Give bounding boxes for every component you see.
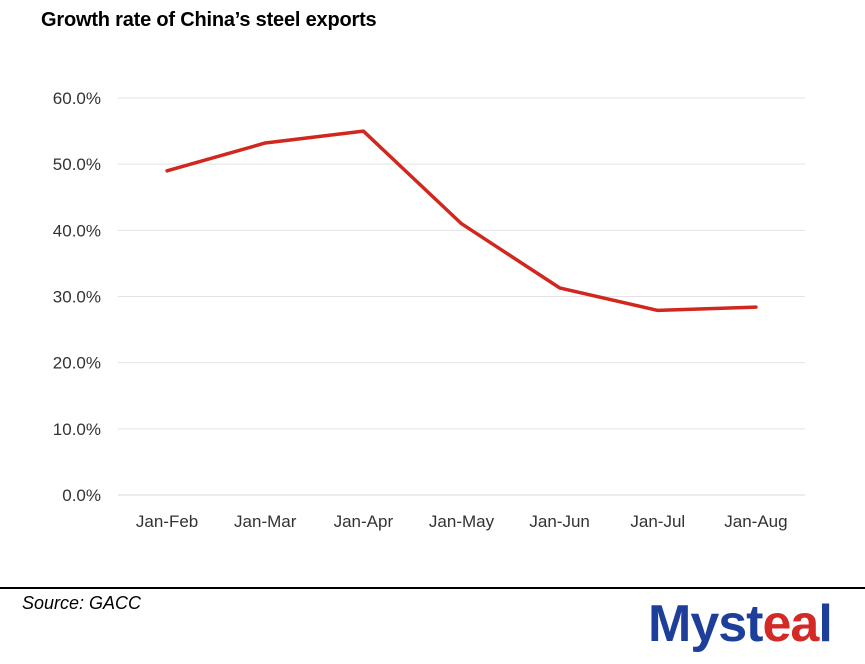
y-tick-label: 20.0% bbox=[53, 354, 101, 373]
data-point bbox=[263, 141, 267, 145]
data-point bbox=[558, 286, 562, 290]
mysteel-logo: Mysteal bbox=[648, 592, 833, 656]
x-tick-label: Jan-Apr bbox=[334, 512, 394, 531]
x-axis-ticks: Jan-Feb Jan-Mar Jan-Apr Jan-May Jan-Jun Jan-J… bbox=[136, 512, 788, 531]
logo-text-end: l bbox=[818, 595, 832, 653]
y-tick-label: 0.0% bbox=[62, 486, 101, 505]
chart-title: Growth rate of China’s steel exports bbox=[41, 9, 377, 31]
footer-divider bbox=[0, 587, 865, 589]
x-tick-label: Jan-Feb bbox=[136, 512, 198, 531]
data-point bbox=[656, 308, 660, 312]
x-tick-label: Jan-May bbox=[429, 512, 495, 531]
data-point bbox=[754, 305, 758, 309]
y-tick-label: 30.0% bbox=[53, 288, 101, 307]
x-tick-label: Jan-Mar bbox=[234, 512, 297, 531]
x-tick-label: Jan-Aug bbox=[724, 512, 787, 531]
line-chart: 0.0% 10.0% 20.0% 30.0% 40.0% 50.0% 60.0% Jan-F… bbox=[53, 89, 805, 531]
logo-text-accent: ea bbox=[762, 595, 819, 653]
gridlines bbox=[118, 97, 805, 496]
source-note: Source: GACC bbox=[22, 593, 142, 613]
x-tick-label: Jan-Jul bbox=[630, 512, 685, 531]
logo-text-main: Myst bbox=[648, 595, 763, 653]
y-tick-label: 10.0% bbox=[53, 420, 101, 439]
data-point bbox=[361, 129, 365, 133]
x-tick-label: Jan-Jun bbox=[529, 512, 589, 531]
series-layer bbox=[165, 129, 758, 313]
y-tick-label: 40.0% bbox=[53, 221, 101, 240]
y-tick-label: 50.0% bbox=[53, 155, 101, 174]
y-tick-label: 60.0% bbox=[53, 89, 101, 108]
series-line bbox=[165, 129, 758, 313]
y-axis-ticks: 0.0% 10.0% 20.0% 30.0% 40.0% 50.0% 60.0% bbox=[53, 89, 101, 505]
data-point bbox=[165, 169, 169, 173]
data-point bbox=[460, 222, 463, 226]
